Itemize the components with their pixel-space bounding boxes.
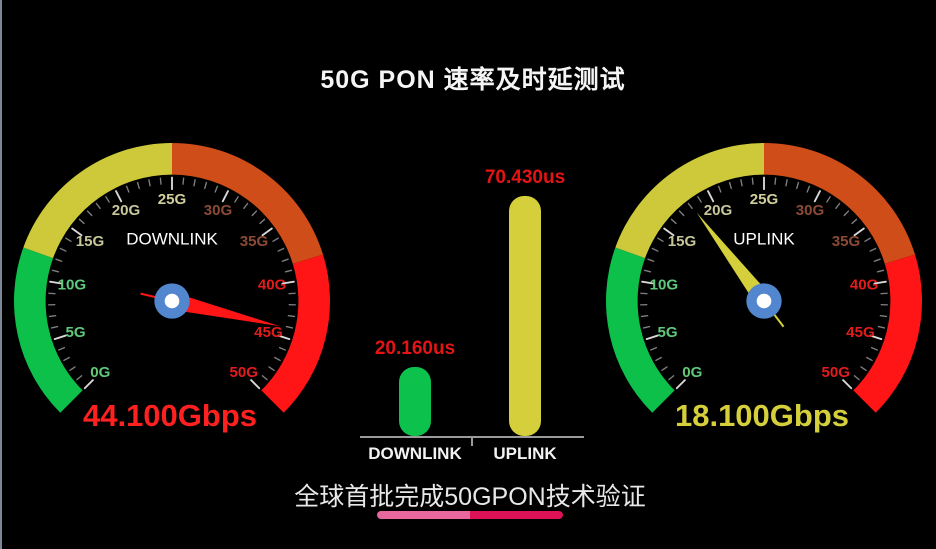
svg-text:25G: 25G bbox=[750, 191, 779, 208]
svg-text:10G: 10G bbox=[650, 277, 679, 294]
svg-text:45G: 45G bbox=[846, 324, 875, 341]
svg-text:25G: 25G bbox=[158, 191, 187, 208]
svg-text:30G: 30G bbox=[204, 202, 233, 219]
svg-text:20G: 20G bbox=[704, 202, 733, 219]
svg-text:50G: 50G bbox=[229, 364, 258, 381]
svg-text:30G: 30G bbox=[796, 202, 825, 219]
svg-text:5G: 5G bbox=[657, 324, 677, 341]
svg-text:15G: 15G bbox=[668, 233, 697, 250]
svg-text:35G: 35G bbox=[832, 233, 861, 250]
svg-text:40G: 40G bbox=[258, 277, 287, 294]
svg-text:0G: 0G bbox=[90, 364, 110, 381]
svg-text:35G: 35G bbox=[240, 233, 269, 250]
svg-text:40G: 40G bbox=[850, 277, 879, 294]
svg-text:20G: 20G bbox=[112, 202, 141, 219]
svg-text:5G: 5G bbox=[65, 324, 85, 341]
svg-text:45G: 45G bbox=[254, 324, 283, 341]
svg-text:UPLINK: UPLINK bbox=[733, 229, 795, 248]
svg-text:10G: 10G bbox=[58, 277, 87, 294]
svg-text:50G: 50G bbox=[821, 364, 850, 381]
svg-text:0G: 0G bbox=[682, 364, 702, 381]
svg-text:DOWNLINK: DOWNLINK bbox=[126, 229, 218, 248]
svg-text:15G: 15G bbox=[76, 233, 105, 250]
